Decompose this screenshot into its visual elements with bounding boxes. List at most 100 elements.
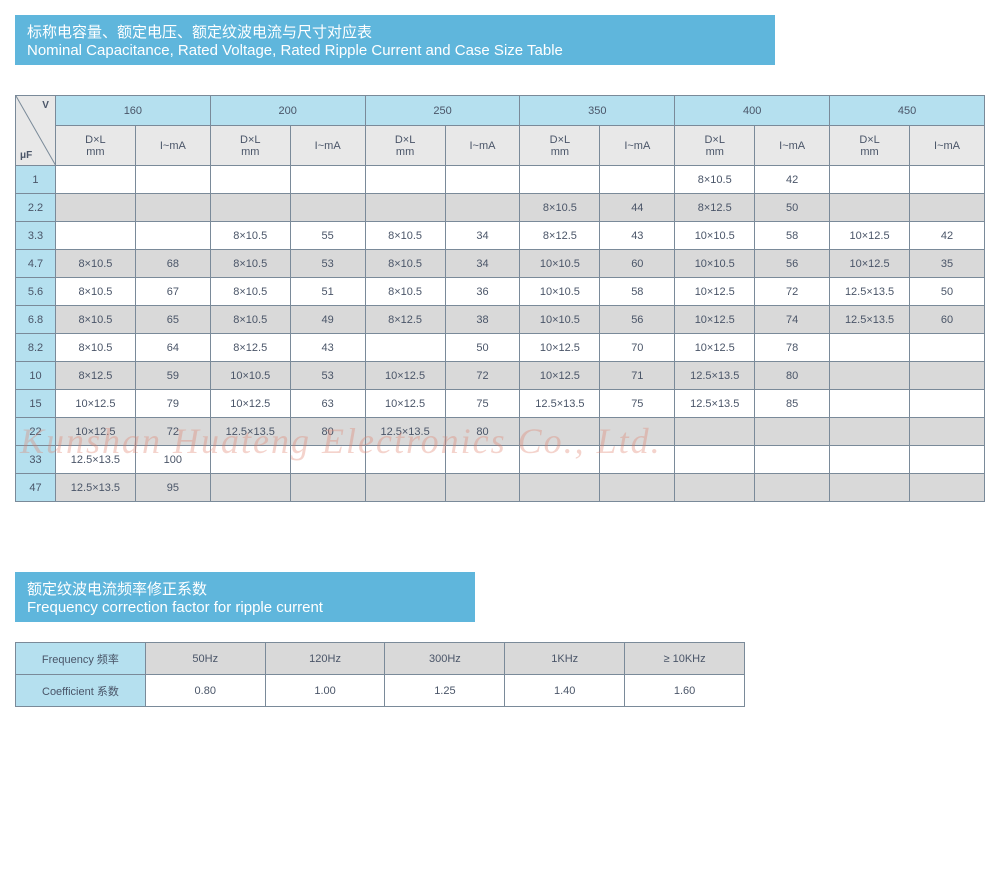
uf-label: 10 xyxy=(16,362,56,390)
data-cell: 55 xyxy=(290,222,365,250)
sub-header-ima: I~mA xyxy=(135,126,210,166)
data-cell: 10×10.5 xyxy=(210,362,290,390)
data-cell xyxy=(910,390,985,418)
data-cell xyxy=(675,446,755,474)
data-cell: 10×10.5 xyxy=(520,278,600,306)
freq-header-cell: 50Hz xyxy=(145,643,265,675)
data-cell: 68 xyxy=(135,250,210,278)
corner-v-label: V xyxy=(42,100,49,111)
data-cell xyxy=(910,194,985,222)
data-cell: 10×12.5 xyxy=(520,334,600,362)
data-cell: 74 xyxy=(755,306,830,334)
data-cell: 8×10.5 xyxy=(520,194,600,222)
data-cell: 12.5×13.5 xyxy=(675,362,755,390)
freq-value-cell: 0.80 xyxy=(145,675,265,707)
data-cell: 80 xyxy=(290,418,365,446)
data-cell xyxy=(210,474,290,502)
data-cell xyxy=(135,222,210,250)
data-cell: 8×10.5 xyxy=(55,278,135,306)
data-cell: 51 xyxy=(290,278,365,306)
corner-uf-label: μF xyxy=(20,150,32,161)
data-cell: 10×10.5 xyxy=(520,250,600,278)
uf-label: 5.6 xyxy=(16,278,56,306)
voltage-header: 350 xyxy=(520,96,675,126)
freq-value-cell: 1.40 xyxy=(505,675,625,707)
data-cell: 59 xyxy=(135,362,210,390)
data-cell: 71 xyxy=(600,362,675,390)
data-cell xyxy=(755,418,830,446)
data-cell: 72 xyxy=(445,362,520,390)
sub-header-ima: I~mA xyxy=(445,126,520,166)
voltage-header: 250 xyxy=(365,96,520,126)
sub-header-dl: D×Lmm xyxy=(520,126,600,166)
data-cell: 8×10.5 xyxy=(210,250,290,278)
data-cell xyxy=(830,446,910,474)
data-cell xyxy=(365,474,445,502)
data-cell: 8×10.5 xyxy=(365,250,445,278)
uf-label: 1 xyxy=(16,166,56,194)
freq-title-en: Frequency correction factor for ripple c… xyxy=(27,599,463,616)
data-cell: 10×12.5 xyxy=(675,334,755,362)
data-cell: 72 xyxy=(755,278,830,306)
data-cell xyxy=(55,166,135,194)
data-cell: 56 xyxy=(755,250,830,278)
data-cell xyxy=(520,166,600,194)
data-cell: 49 xyxy=(290,306,365,334)
data-cell: 67 xyxy=(135,278,210,306)
data-cell xyxy=(675,418,755,446)
data-cell xyxy=(910,418,985,446)
freq-row-label: Frequency 频率 xyxy=(16,643,146,675)
data-cell: 35 xyxy=(910,250,985,278)
data-cell: 80 xyxy=(445,418,520,446)
data-cell: 53 xyxy=(290,250,365,278)
data-cell: 56 xyxy=(600,306,675,334)
uf-label: 2.2 xyxy=(16,194,56,222)
data-cell: 10×10.5 xyxy=(520,306,600,334)
uf-label: 33 xyxy=(16,446,56,474)
freq-title-cn: 额定纹波电流频率修正系数 xyxy=(27,578,463,599)
data-cell: 34 xyxy=(445,222,520,250)
data-cell xyxy=(830,474,910,502)
voltage-header: 200 xyxy=(210,96,365,126)
data-cell: 53 xyxy=(290,362,365,390)
data-cell: 10×12.5 xyxy=(675,278,755,306)
data-cell: 8×10.5 xyxy=(55,306,135,334)
data-cell: 50 xyxy=(445,334,520,362)
data-cell xyxy=(365,194,445,222)
data-cell: 8×10.5 xyxy=(55,334,135,362)
data-cell: 8×12.5 xyxy=(55,362,135,390)
uf-label: 15 xyxy=(16,390,56,418)
data-cell: 58 xyxy=(755,222,830,250)
data-cell: 10×12.5 xyxy=(365,390,445,418)
data-cell: 38 xyxy=(445,306,520,334)
data-cell xyxy=(445,474,520,502)
data-cell: 85 xyxy=(755,390,830,418)
data-cell: 10×10.5 xyxy=(675,222,755,250)
data-cell: 8×12.5 xyxy=(365,306,445,334)
data-cell xyxy=(830,390,910,418)
data-cell: 8×12.5 xyxy=(210,334,290,362)
voltage-header: 400 xyxy=(675,96,830,126)
data-cell xyxy=(55,222,135,250)
uf-label: 47 xyxy=(16,474,56,502)
data-cell: 64 xyxy=(135,334,210,362)
data-cell: 100 xyxy=(135,446,210,474)
data-cell: 50 xyxy=(910,278,985,306)
sub-header-dl: D×Lmm xyxy=(55,126,135,166)
data-cell: 12.5×13.5 xyxy=(55,446,135,474)
data-cell xyxy=(910,362,985,390)
data-cell: 8×10.5 xyxy=(210,278,290,306)
data-cell xyxy=(600,474,675,502)
data-cell: 10×12.5 xyxy=(55,390,135,418)
sub-header-ima: I~mA xyxy=(600,126,675,166)
data-cell xyxy=(600,446,675,474)
freq-header-cell: ≥ 10KHz xyxy=(625,643,745,675)
data-cell xyxy=(910,474,985,502)
data-cell: 42 xyxy=(910,222,985,250)
corner-cell: VμF xyxy=(16,96,56,166)
freq-value-cell: 1.60 xyxy=(625,675,745,707)
data-cell xyxy=(135,166,210,194)
data-cell xyxy=(910,166,985,194)
data-cell: 10×12.5 xyxy=(830,222,910,250)
data-cell xyxy=(675,474,755,502)
